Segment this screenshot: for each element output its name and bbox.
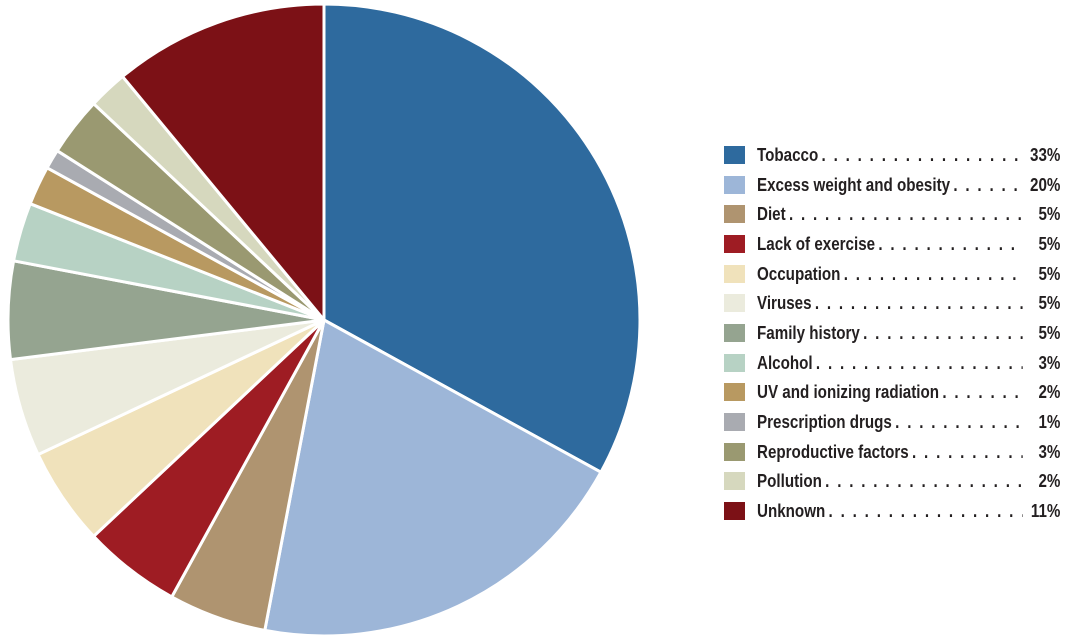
legend-swatch <box>724 472 745 491</box>
legend-label: UV and ionizing radiation <box>757 381 940 403</box>
legend-text: Lack of exercise 5% <box>757 233 1060 255</box>
legend-value: 3% <box>1038 440 1061 462</box>
legend-item-viruses: Viruses 5% <box>724 288 1062 318</box>
pie-chart <box>6 2 642 637</box>
legend-value: 2% <box>1038 470 1061 492</box>
legend-label: Diet <box>757 203 786 225</box>
legend-leader-dots <box>812 292 1023 314</box>
legend-leader-dots <box>840 263 1022 285</box>
chart-legend: Tobacco 33% Excess weight and obesity 20% Di… <box>724 140 1062 526</box>
legend-leader-dots <box>825 500 1022 522</box>
legend-leader-dots <box>892 411 1023 433</box>
legend-label: Occupation <box>757 262 841 284</box>
legend-leader-dots <box>950 174 1023 196</box>
legend-swatch <box>724 323 745 342</box>
legend-swatch <box>724 383 745 402</box>
legend-value: 5% <box>1038 262 1061 284</box>
legend-item-lack-of-exercise: Lack of exercise 5% <box>724 229 1062 259</box>
legend-label: Reproductive factors <box>757 440 909 462</box>
legend-swatch <box>724 264 745 283</box>
legend-label: Viruses <box>757 292 812 314</box>
legend-text: Viruses 5% <box>757 292 1060 314</box>
legend-value: 3% <box>1038 351 1061 373</box>
legend-label: Family history <box>757 321 860 343</box>
legend-leader-dots <box>860 322 1023 344</box>
legend-value: 5% <box>1038 232 1061 254</box>
legend-swatch <box>724 234 745 253</box>
legend-text: Excess weight and obesity 20% <box>757 174 1060 196</box>
legend-item-pollution: Pollution 2% <box>724 467 1062 497</box>
legend-value: 5% <box>1038 321 1061 343</box>
legend-item-occupation: Occupation 5% <box>724 259 1062 289</box>
legend-value: 5% <box>1038 292 1061 314</box>
legend-item-prescription-drugs: Prescription drugs 1% <box>724 407 1062 437</box>
legend-text: Reproductive factors 3% <box>757 441 1060 463</box>
legend-text: UV and ionizing radiation 2% <box>757 381 1060 403</box>
legend-label: Tobacco <box>757 143 819 165</box>
legend-item-diet: Diet 5% <box>724 199 1062 229</box>
legend-label: Pollution <box>757 470 822 492</box>
legend-swatch <box>724 413 745 432</box>
legend-value: 11% <box>1030 500 1061 522</box>
legend-swatch <box>724 145 745 164</box>
legend-item-tobacco: Tobacco 33% <box>724 140 1062 170</box>
legend-item-family-history: Family history 5% <box>724 318 1062 348</box>
pie-slices <box>6 2 642 637</box>
legend-text: Tobacco 33% <box>757 144 1060 166</box>
legend-text: Unknown 11% <box>757 500 1060 522</box>
legend-label: Lack of exercise <box>757 232 876 254</box>
legend-label: Prescription drugs <box>757 411 892 433</box>
legend-text: Alcohol 3% <box>757 352 1060 374</box>
legend-swatch <box>724 353 745 372</box>
legend-leader-dots <box>813 352 1023 374</box>
legend-item-uv-and-ionizing-radiation: UV and ionizing radiation 2% <box>724 378 1062 408</box>
legend-text: Family history 5% <box>757 322 1060 344</box>
legend-leader-dots <box>786 203 1023 225</box>
legend-value: 20% <box>1030 173 1061 195</box>
legend-swatch <box>724 502 745 521</box>
legend-text: Prescription drugs 1% <box>757 411 1060 433</box>
legend-text: Occupation 5% <box>757 263 1060 285</box>
legend-leader-dots <box>818 144 1022 166</box>
legend-item-excess-weight-and-obesity: Excess weight and obesity 20% <box>724 170 1062 200</box>
legend-label: Alcohol <box>757 351 813 373</box>
legend-leader-dots <box>875 233 1023 255</box>
legend-value: 5% <box>1038 203 1061 225</box>
legend-swatch <box>724 294 745 313</box>
legend-leader-dots <box>939 381 1023 403</box>
legend-value: 1% <box>1038 411 1061 433</box>
legend-leader-dots <box>909 441 1023 463</box>
pie-slice-unknown <box>121 2 326 322</box>
legend-item-reproductive-factors: Reproductive factors 3% <box>724 437 1062 467</box>
pie-slice-excess-weight-and-obesity <box>263 318 603 637</box>
legend-value: 33% <box>1030 143 1061 165</box>
pie-slice-tobacco <box>322 2 642 474</box>
legend-label: Unknown <box>757 500 826 522</box>
legend-swatch <box>724 442 745 461</box>
legend-value: 2% <box>1038 381 1061 403</box>
legend-leader-dots <box>822 470 1023 492</box>
legend-swatch <box>724 175 745 194</box>
legend-label: Excess weight and obesity <box>757 173 951 195</box>
legend-text: Diet 5% <box>757 203 1060 225</box>
legend-item-alcohol: Alcohol 3% <box>724 348 1062 378</box>
legend-swatch <box>724 205 745 224</box>
legend-text: Pollution 2% <box>757 470 1060 492</box>
legend-item-unknown: Unknown 11% <box>724 496 1062 526</box>
